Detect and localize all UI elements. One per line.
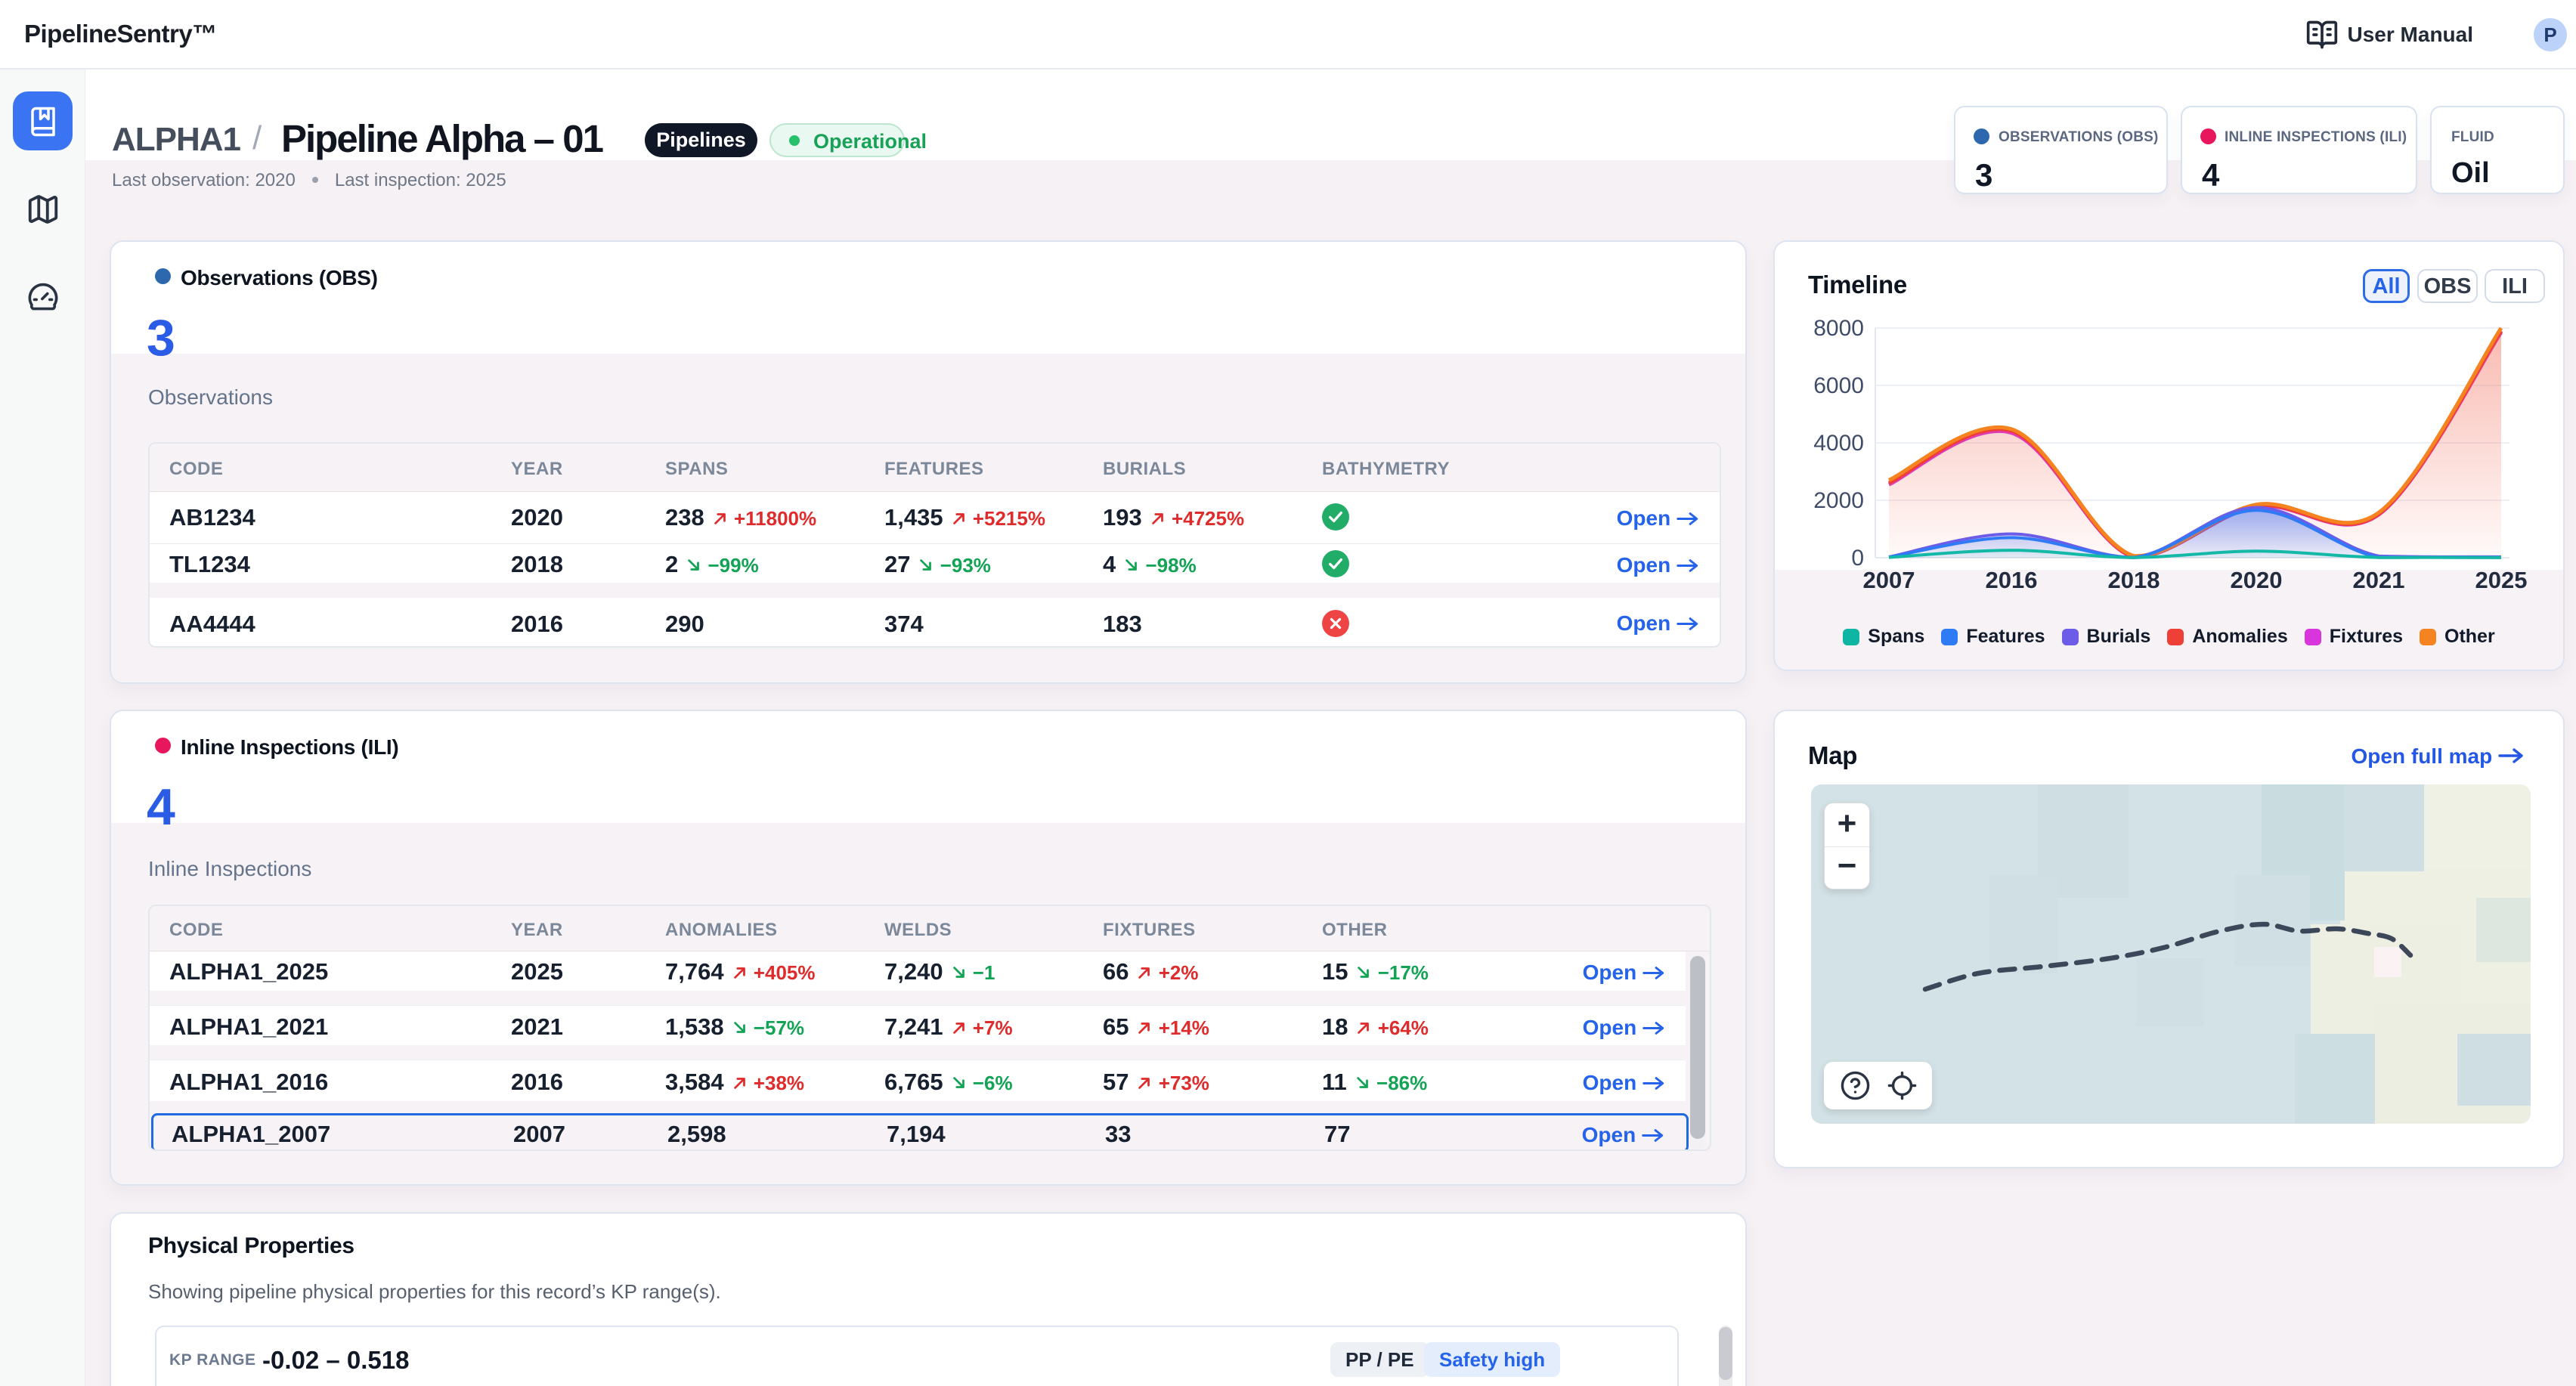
svg-text:6000: 6000 [1813, 373, 1864, 398]
svg-text:2020: 2020 [2231, 567, 2283, 593]
svg-text:4000: 4000 [1813, 431, 1864, 456]
svg-text:2007: 2007 [1863, 567, 1915, 593]
svg-text:2016: 2016 [1986, 567, 2038, 593]
svg-text:2025: 2025 [2475, 567, 2528, 593]
svg-text:2018: 2018 [2108, 567, 2160, 593]
svg-text:0: 0 [1851, 546, 1864, 571]
svg-text:8000: 8000 [1813, 316, 1864, 341]
svg-text:2000: 2000 [1813, 488, 1864, 513]
svg-text:2021: 2021 [2353, 567, 2405, 593]
